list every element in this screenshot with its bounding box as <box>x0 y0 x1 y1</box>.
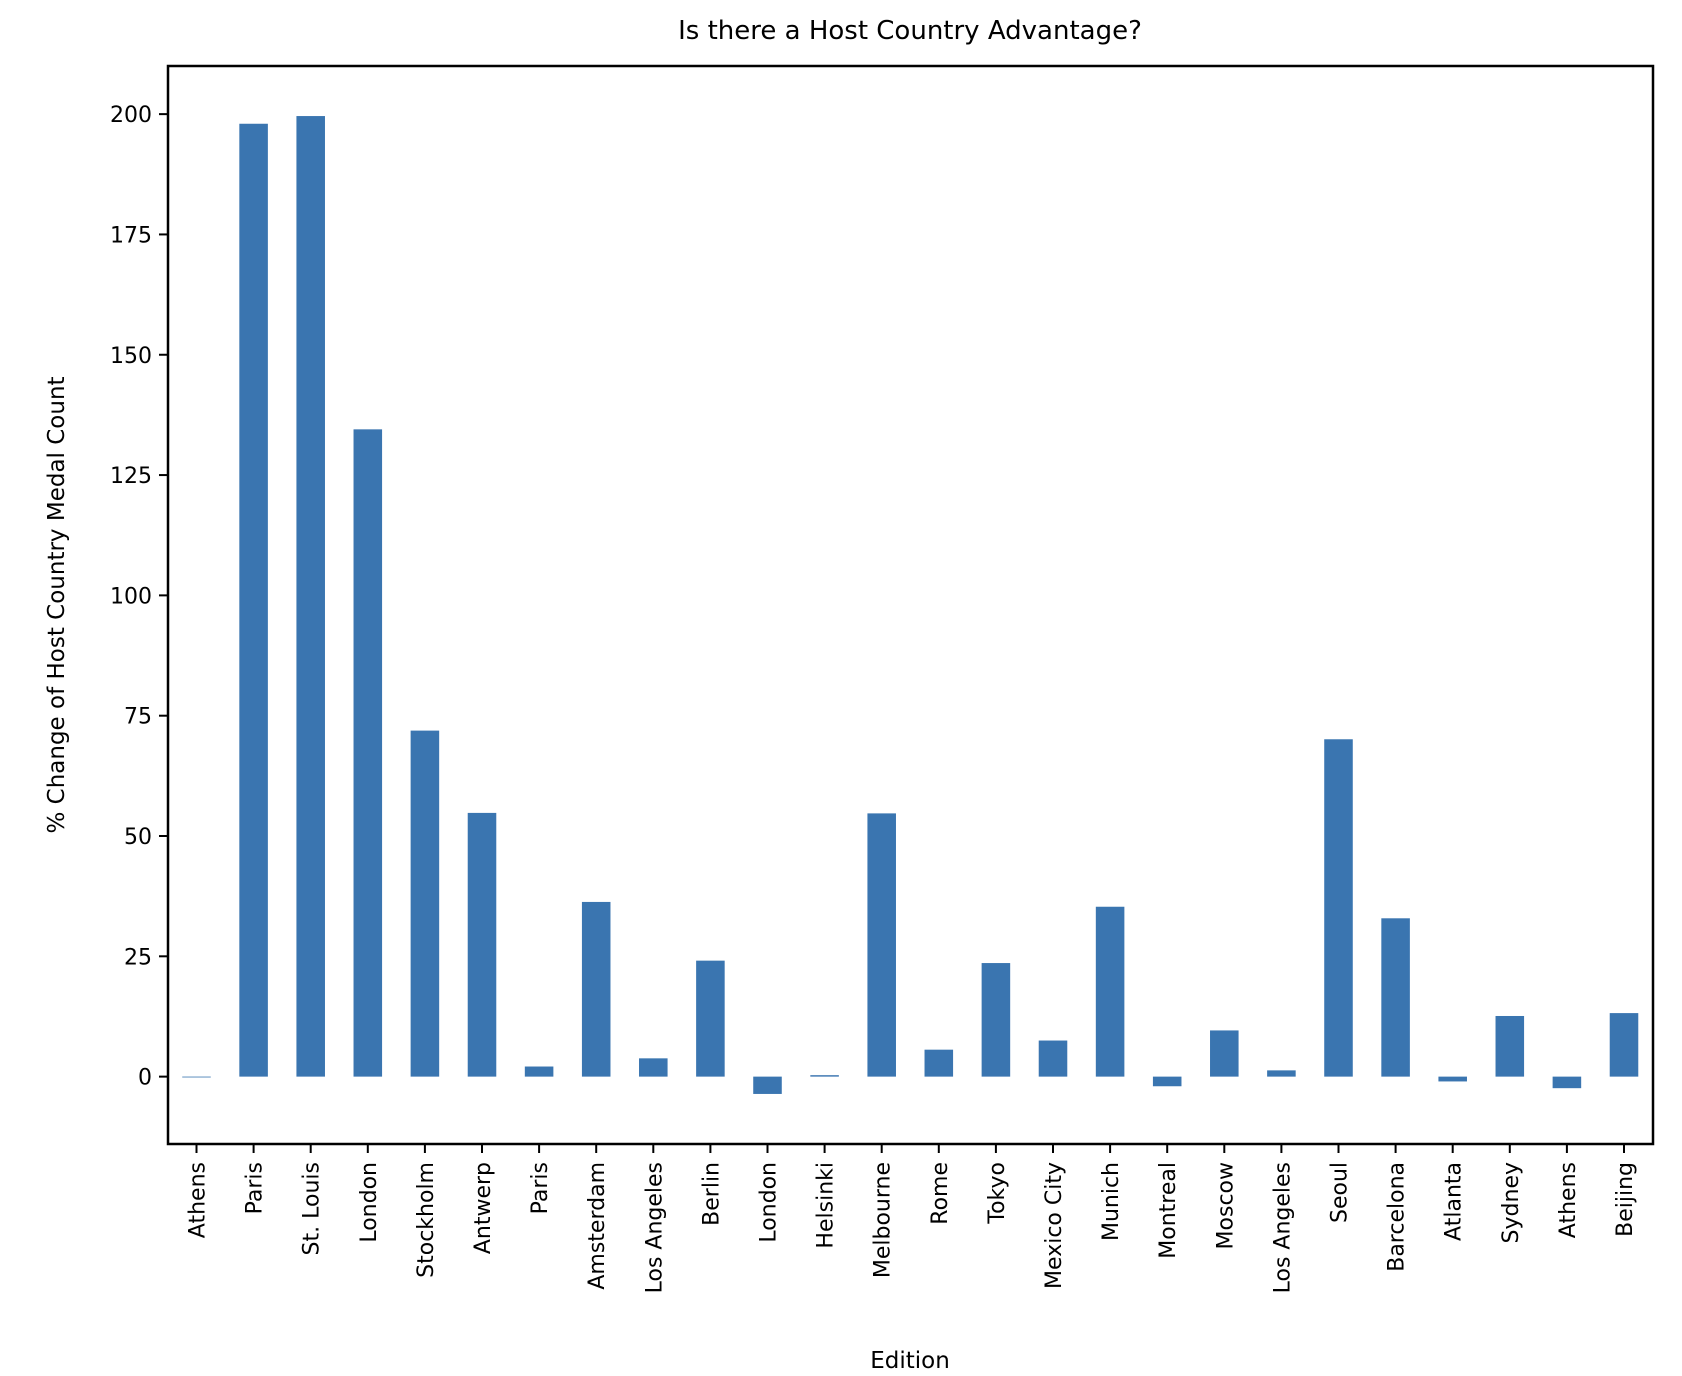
y-tick-label: 200 <box>110 103 152 128</box>
bar <box>1381 918 1410 1077</box>
y-tick-label: 0 <box>138 1066 152 1091</box>
bar <box>753 1076 782 1094</box>
x-tick-label: Beijing <box>1613 1162 1638 1237</box>
bar <box>1495 1015 1525 1077</box>
chart-title: Is there a Host Country Advantage? <box>678 16 1142 46</box>
bar <box>467 812 497 1077</box>
bar <box>1552 1076 1582 1089</box>
y-tick-label: 50 <box>124 825 152 850</box>
bar <box>239 123 268 1077</box>
bar <box>1095 906 1125 1077</box>
x-tick-label: Sydney <box>1499 1162 1524 1243</box>
y-axis-label: % Change of Host Country Medal Count <box>44 376 70 833</box>
bar <box>581 901 611 1077</box>
x-tick-label: Athens <box>1556 1162 1581 1238</box>
bars-group <box>182 116 1639 1094</box>
y-tick-label: 100 <box>110 584 152 609</box>
x-tick-label: Los Angeles <box>642 1162 667 1293</box>
bar <box>924 1049 954 1077</box>
x-tick-label: Tokyo <box>985 1162 1010 1225</box>
x-tick-label: Melbourne <box>871 1162 896 1278</box>
x-tick-label: Rome <box>928 1162 953 1225</box>
bar <box>1038 1040 1068 1077</box>
x-tick-label: London <box>757 1162 782 1243</box>
x-tick-label: Moscow <box>1213 1162 1238 1249</box>
x-tick-label: Amsterdam <box>585 1162 610 1290</box>
x-axis: Athens Paris St. Louis London Stockholm Antwe… <box>186 1144 1638 1293</box>
x-tick-label: Athens <box>186 1162 211 1238</box>
bar <box>1152 1076 1182 1087</box>
x-tick-label: Berlin <box>699 1162 724 1226</box>
bar <box>696 960 725 1077</box>
x-tick-label: Seoul <box>1328 1162 1353 1223</box>
bar <box>524 1066 554 1077</box>
x-axis-label: Edition <box>870 1348 950 1374</box>
bar <box>353 429 383 1077</box>
y-tick-label: 25 <box>124 945 152 970</box>
x-tick-label: Mexico City <box>1042 1162 1067 1289</box>
x-tick-label: Montreal <box>1156 1162 1181 1259</box>
bar <box>810 1075 839 1077</box>
bar <box>1324 739 1353 1077</box>
y-tick-label: 75 <box>124 705 152 730</box>
x-tick-label: Atlanta <box>1442 1162 1467 1241</box>
bar <box>867 813 896 1077</box>
bar <box>182 1076 211 1078</box>
bar <box>1609 1013 1639 1077</box>
bar <box>296 116 325 1077</box>
bar <box>639 1058 668 1077</box>
bar <box>1438 1076 1467 1082</box>
x-tick-label: St. Louis <box>300 1162 325 1255</box>
x-tick-label: Paris <box>528 1162 553 1214</box>
plot-frame <box>166 64 1655 1146</box>
y-axis: 0 25 50 75 100 125 150 175 200 <box>110 103 168 1091</box>
bar <box>1267 1070 1296 1077</box>
x-tick-label: Munich <box>1099 1162 1124 1241</box>
x-tick-label: Helsinki <box>814 1162 839 1249</box>
x-tick-label: Paris <box>243 1162 268 1214</box>
x-tick-label: Los Angeles <box>1270 1162 1295 1293</box>
x-tick-label: Stockholm <box>414 1162 439 1278</box>
y-tick-label: 175 <box>110 223 152 248</box>
x-tick-label: London <box>357 1162 382 1243</box>
y-tick-label: 150 <box>110 344 152 369</box>
y-tick-label: 125 <box>110 464 152 489</box>
bar <box>981 963 1011 1077</box>
x-tick-label: Antwerp <box>471 1162 496 1254</box>
x-tick-label: Barcelona <box>1385 1162 1410 1272</box>
bar <box>410 730 440 1077</box>
bar <box>1210 1030 1239 1077</box>
